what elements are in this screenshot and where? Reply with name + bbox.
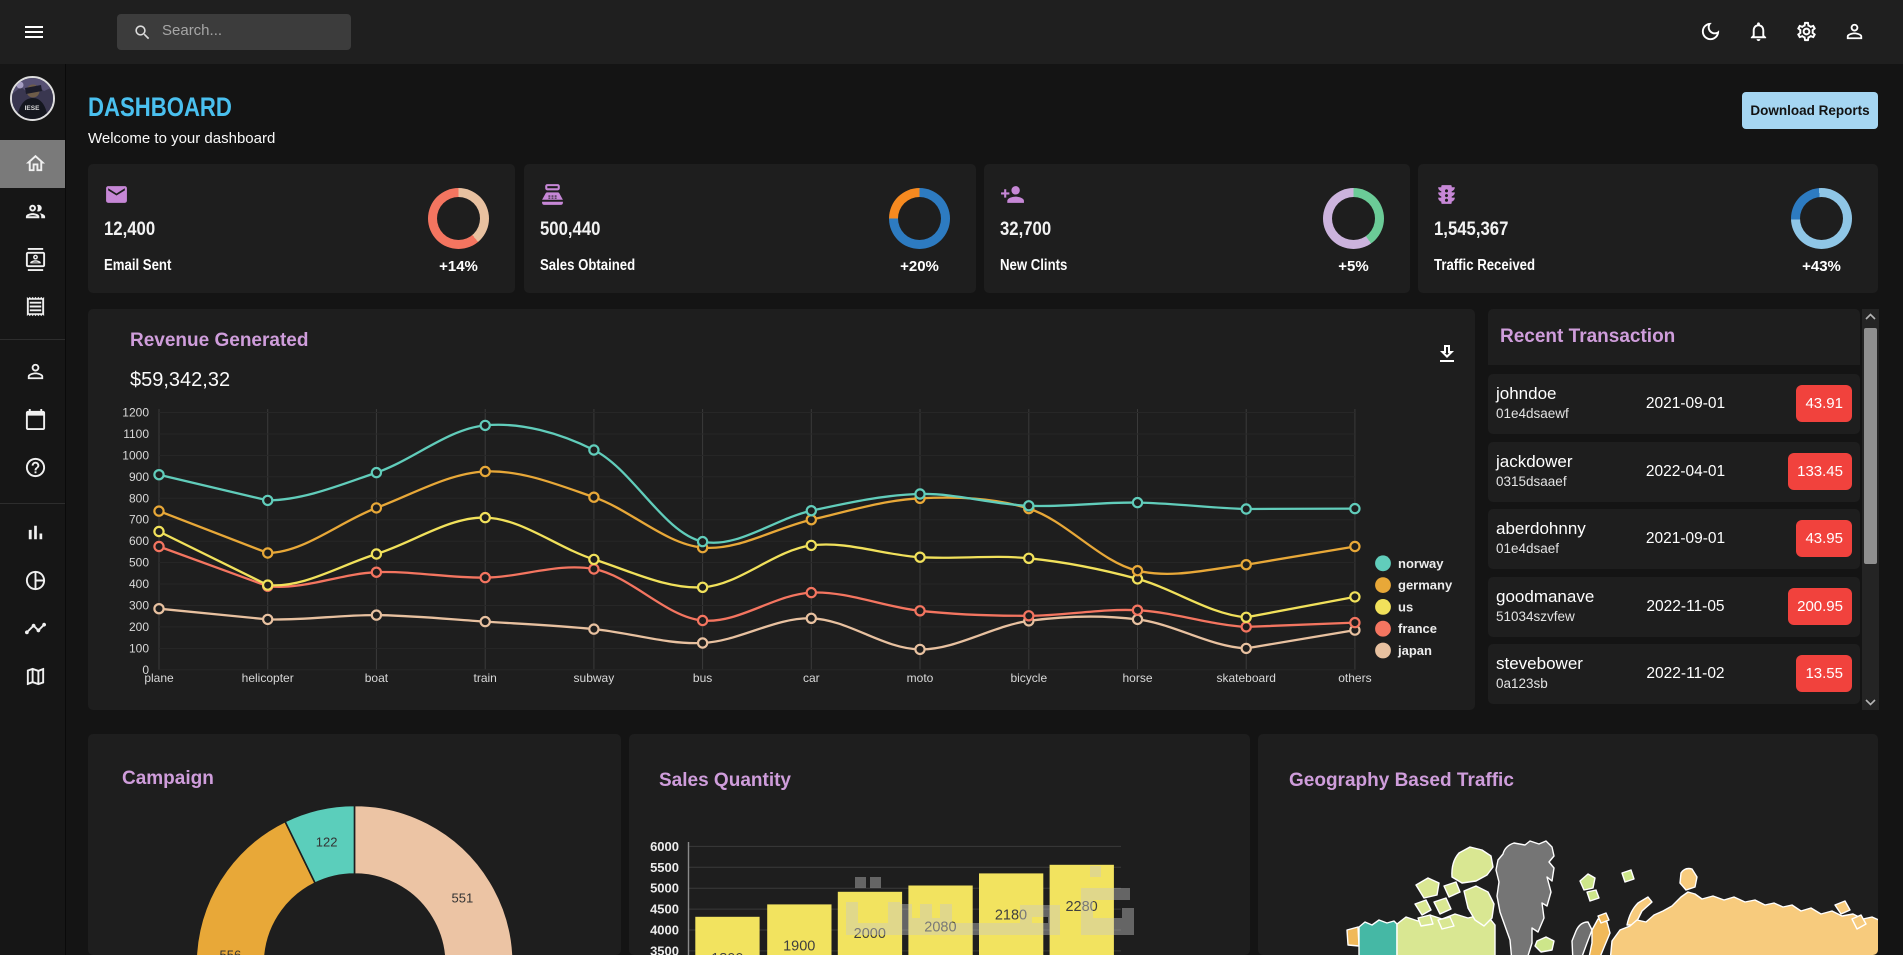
svg-text:1900: 1900 bbox=[783, 938, 815, 954]
svg-text:0: 0 bbox=[142, 663, 149, 677]
svg-text:moto: moto bbox=[907, 671, 934, 685]
svg-text:bicycle: bicycle bbox=[1010, 671, 1047, 685]
svg-text:boat: boat bbox=[365, 671, 389, 685]
svg-text:1800: 1800 bbox=[711, 951, 743, 955]
svg-text:2080: 2080 bbox=[924, 920, 956, 936]
svg-text:2180: 2180 bbox=[995, 907, 1027, 923]
svg-text:900: 900 bbox=[129, 470, 149, 484]
svg-text:1200: 1200 bbox=[122, 406, 149, 420]
svg-text:japan: japan bbox=[1397, 643, 1432, 658]
svg-text:germany: germany bbox=[1398, 578, 1453, 593]
svg-text:subway: subway bbox=[574, 671, 615, 685]
svg-text:4000: 4000 bbox=[650, 923, 679, 938]
svg-text:400: 400 bbox=[129, 577, 149, 591]
svg-text:others: others bbox=[1338, 671, 1371, 685]
svg-text:car: car bbox=[803, 671, 820, 685]
svg-text:700: 700 bbox=[129, 513, 149, 527]
svg-text:us: us bbox=[1398, 599, 1413, 614]
svg-text:5000: 5000 bbox=[650, 881, 679, 896]
svg-text:100: 100 bbox=[129, 641, 149, 655]
svg-text:551: 551 bbox=[452, 891, 474, 906]
svg-text:horse: horse bbox=[1122, 671, 1152, 685]
svg-text:france: france bbox=[1398, 621, 1437, 636]
svg-text:2000: 2000 bbox=[854, 926, 886, 942]
svg-text:plane: plane bbox=[144, 671, 174, 685]
svg-text:6000: 6000 bbox=[650, 839, 679, 854]
svg-text:300: 300 bbox=[129, 599, 149, 613]
svg-text:2280: 2280 bbox=[1065, 899, 1097, 915]
svg-text:5500: 5500 bbox=[650, 860, 679, 875]
svg-text:4500: 4500 bbox=[650, 902, 679, 917]
svg-text:1000: 1000 bbox=[122, 448, 149, 462]
svg-text:600: 600 bbox=[129, 534, 149, 548]
svg-text:122: 122 bbox=[316, 835, 338, 850]
svg-text:1100: 1100 bbox=[123, 427, 149, 441]
svg-text:skateboard: skateboard bbox=[1217, 671, 1276, 685]
svg-text:train: train bbox=[474, 671, 497, 685]
svg-text:helicopter: helicopter bbox=[242, 671, 294, 685]
svg-text:bus: bus bbox=[693, 671, 712, 685]
svg-text:800: 800 bbox=[129, 491, 149, 505]
svg-text:200: 200 bbox=[129, 620, 149, 634]
svg-text:500: 500 bbox=[129, 556, 149, 570]
svg-text:556: 556 bbox=[220, 947, 242, 955]
svg-text:norway: norway bbox=[1398, 556, 1444, 571]
svg-text:IESE: IESE bbox=[25, 105, 40, 112]
svg-text:3500: 3500 bbox=[650, 943, 679, 955]
